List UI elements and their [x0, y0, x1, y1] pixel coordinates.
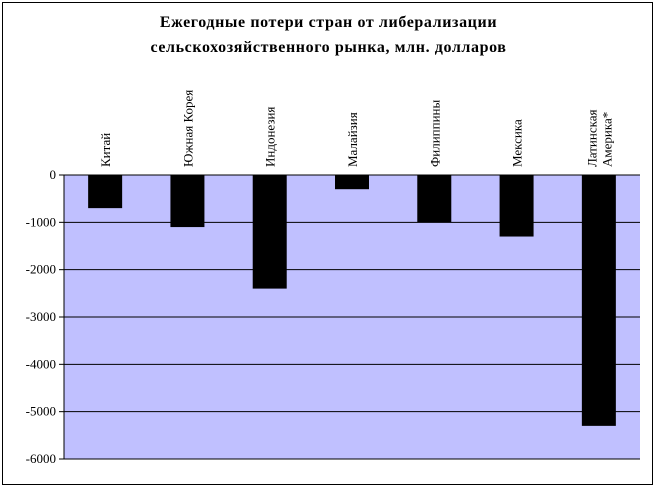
- y-tick-label: -5000: [26, 404, 56, 419]
- x-category-label: Малайзия: [345, 112, 360, 167]
- bar: [417, 175, 452, 223]
- chart-title-line-2: сельскохозяйственного рынка, млн. доллар…: [150, 39, 507, 56]
- chart-title: Ежегодные потери стран от либерализации …: [0, 10, 657, 60]
- bar: [170, 175, 205, 228]
- y-tick-label: -6000: [26, 451, 56, 466]
- x-category-label: Южная Корея: [180, 90, 195, 167]
- y-tick-label: -3000: [26, 309, 56, 324]
- x-category-label: Мексика: [510, 119, 525, 167]
- chart-title-line-1: Ежегодные потери стран от либерализации: [159, 14, 498, 31]
- bar: [581, 175, 616, 426]
- y-tick-label: 0: [50, 167, 57, 182]
- y-tick-label: -1000: [26, 214, 56, 229]
- x-category-label: Индонезия: [263, 107, 278, 167]
- y-tick-label: -2000: [26, 262, 56, 277]
- bar: [88, 175, 123, 209]
- x-category-label: Филиппины: [427, 100, 442, 168]
- bar: [252, 175, 287, 289]
- x-category-label: Латинская: [584, 109, 599, 167]
- x-category-label: Америка*: [599, 112, 614, 167]
- y-tick-label: -4000: [26, 356, 56, 371]
- x-category-label: Китай: [98, 133, 113, 167]
- bar: [335, 175, 369, 190]
- bar: [499, 175, 534, 237]
